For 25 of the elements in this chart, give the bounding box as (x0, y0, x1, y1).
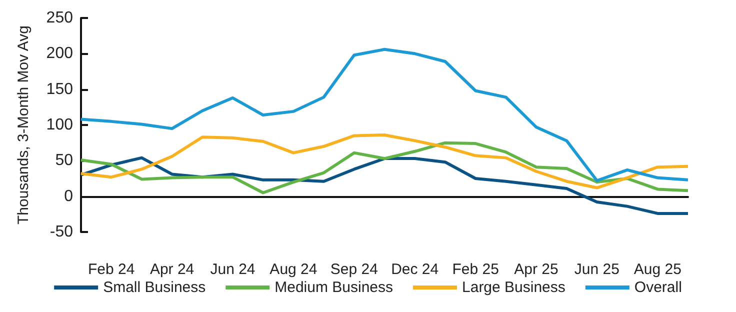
y-tick-label: 250 (46, 10, 74, 26)
x-tick-label: Jun 24 (210, 261, 256, 278)
x-tick-label: Apr 25 (514, 261, 558, 278)
y-tick-label: -50 (50, 224, 74, 240)
legend-label: Medium Business (274, 279, 394, 296)
x-tick-label: Feb 25 (452, 261, 499, 278)
x-tick-label: Jun 25 (574, 261, 620, 278)
y-tick-label: 50 (55, 152, 74, 170)
y-tick-label: 200 (46, 45, 74, 62)
y-tick-label: 100 (46, 116, 74, 134)
x-tick-label: Feb 24 (88, 261, 135, 278)
x-tick-label: Sep 24 (330, 261, 378, 278)
y-tick-label: 0 (64, 188, 74, 205)
legend-label: Overall (634, 279, 682, 296)
line-series (80, 141, 690, 194)
line-series (80, 133, 690, 190)
legend-label: Small Business (103, 279, 206, 296)
line-series (80, 48, 690, 182)
x-tick-label: Aug 24 (270, 261, 318, 278)
x-tick-label: Aug 25 (634, 261, 682, 278)
x-tick-label: Dec 24 (391, 261, 439, 278)
y-axis-title: Thousands, 3-Month Mov Avg (15, 26, 32, 224)
y-tick-label: 150 (46, 80, 74, 98)
legend-label: Large Business (462, 279, 566, 296)
x-tick-label: Apr 24 (150, 261, 194, 278)
